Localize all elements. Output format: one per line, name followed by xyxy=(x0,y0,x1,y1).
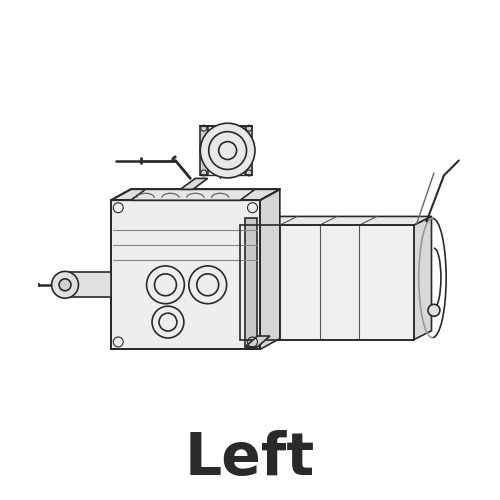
Polygon shape xyxy=(111,200,260,350)
Polygon shape xyxy=(240,225,414,340)
Polygon shape xyxy=(66,272,111,297)
Polygon shape xyxy=(180,178,208,190)
Polygon shape xyxy=(130,190,255,200)
Polygon shape xyxy=(260,190,280,350)
Circle shape xyxy=(428,304,440,316)
Polygon shape xyxy=(245,218,258,347)
Circle shape xyxy=(200,123,255,178)
Polygon shape xyxy=(245,126,252,176)
Circle shape xyxy=(59,279,71,291)
Polygon shape xyxy=(414,216,432,340)
Circle shape xyxy=(52,272,78,298)
Text: Left: Left xyxy=(185,430,315,488)
Polygon shape xyxy=(245,336,270,347)
Polygon shape xyxy=(240,216,432,225)
Polygon shape xyxy=(111,190,280,200)
Polygon shape xyxy=(200,126,207,176)
